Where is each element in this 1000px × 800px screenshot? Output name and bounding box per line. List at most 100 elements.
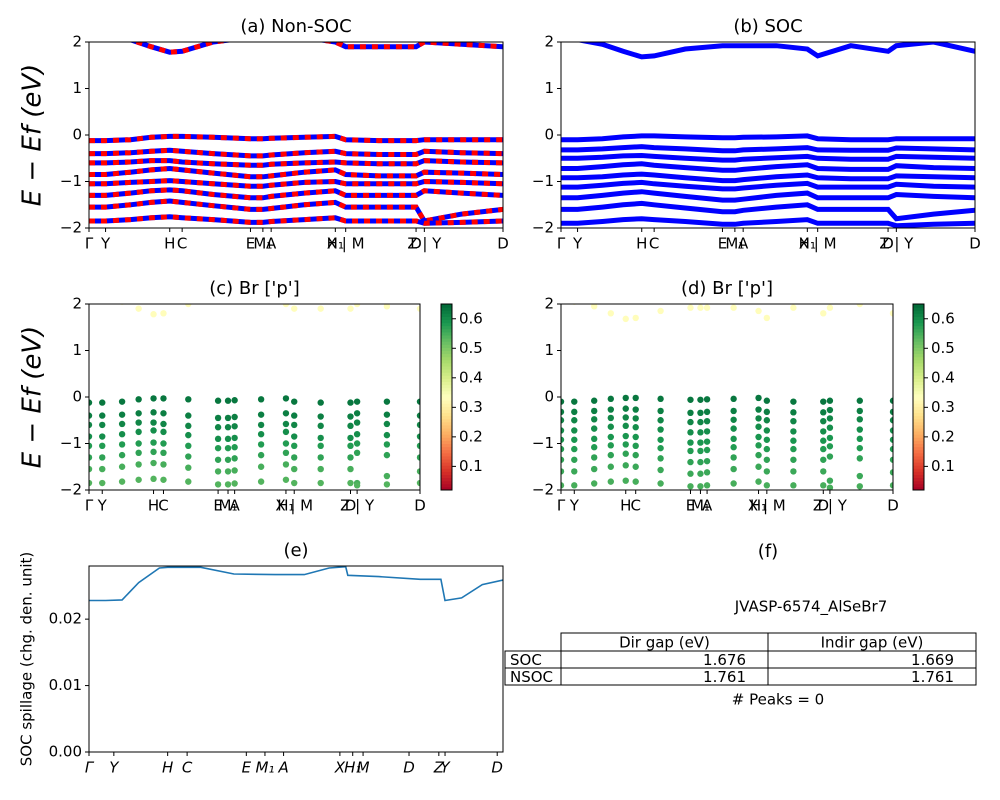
y-tick-label: 0 (544, 126, 554, 144)
band-point (160, 410, 167, 417)
colorbar-cell (441, 443, 452, 448)
band-point (763, 436, 771, 443)
x-tick-label: Γ (557, 235, 566, 253)
colorbar-cell (913, 307, 924, 311)
colorbar-cell (441, 393, 452, 398)
band-point (561, 456, 565, 463)
colorbar-cell (913, 437, 924, 441)
band-point (820, 428, 827, 435)
table-title: JVASP-6574_AlSeBr7 (734, 598, 888, 617)
colorbar-cell (441, 431, 452, 435)
band-point (347, 434, 354, 442)
colorbar-cell (913, 428, 924, 432)
band-point (561, 445, 565, 453)
band-point (697, 447, 704, 455)
band-point (622, 462, 629, 469)
colorbar-cell (913, 424, 924, 429)
band-point (826, 406, 834, 414)
x-tick-label: Y (440, 759, 451, 777)
band-point (820, 482, 827, 489)
band-point (347, 465, 354, 473)
x-tick-label: A (702, 497, 713, 515)
y-tick-label: 0.02 (49, 610, 82, 628)
band-point (657, 436, 664, 443)
band-point (889, 445, 893, 453)
colorbar-cell (441, 418, 452, 423)
colorbar-cell (913, 434, 924, 438)
y-tick-label: 0 (544, 388, 554, 406)
x-tick-label: M₁ (691, 497, 710, 515)
band-point (622, 394, 629, 402)
band-point (282, 428, 290, 436)
band-point (571, 398, 578, 405)
colorbar-cell (441, 486, 452, 491)
band-line (561, 171, 975, 184)
band-point (150, 409, 157, 416)
band-point (99, 421, 106, 429)
colorbar-cell (913, 421, 924, 426)
band-point (291, 412, 298, 419)
y-tick-label: −1 (532, 172, 554, 190)
x-tick-label: Γ (85, 497, 94, 515)
band-point (317, 465, 324, 473)
band-point (416, 412, 420, 419)
band-point (820, 456, 827, 463)
x-tick-label: E (686, 497, 695, 515)
colorbar-cell (441, 378, 452, 382)
band-point (416, 479, 420, 487)
band-line (89, 198, 503, 224)
band-point (282, 449, 290, 456)
band-point (856, 455, 863, 462)
band-point (591, 480, 598, 487)
band-point (687, 396, 694, 403)
band-point (99, 433, 106, 440)
x-tick-label: C (182, 759, 193, 777)
band-point (703, 428, 711, 435)
colorbar-cell (441, 403, 452, 407)
band-point (703, 408, 711, 416)
band-point (150, 395, 157, 402)
band-point (657, 417, 664, 424)
colorbar-cell (441, 362, 452, 367)
colorbar-cell (913, 480, 924, 485)
band-point (282, 461, 290, 468)
colorbar-tick-label: 0.4 (459, 368, 483, 386)
band-point (118, 431, 126, 438)
band-point (820, 445, 827, 453)
colorbar-cell (441, 387, 452, 392)
band-point (790, 482, 797, 489)
band-point (416, 468, 420, 475)
band-point (291, 305, 298, 312)
table-value: 1.669 (911, 651, 954, 669)
colorbar-cell (913, 393, 924, 398)
band-point (697, 304, 704, 311)
band-point (755, 463, 762, 470)
band-point (687, 470, 694, 477)
band-point (282, 410, 290, 417)
band-point (160, 420, 167, 428)
band-point (561, 468, 565, 475)
colorbar-cell (913, 415, 924, 420)
band-point (889, 482, 893, 489)
colorbar-tick-label: 0.6 (931, 309, 955, 327)
band-point (383, 304, 391, 310)
colorbar-frame (912, 303, 925, 491)
band-point (571, 482, 578, 489)
colorbar-cell (913, 325, 924, 330)
band-point (889, 469, 893, 476)
colorbar-cell (441, 452, 452, 457)
band-point (317, 399, 324, 406)
axes-frame (88, 303, 421, 491)
colorbar-cell (913, 384, 924, 389)
colorbar-cell (913, 372, 924, 376)
band-point (889, 397, 893, 404)
y-tick-label: 1 (544, 79, 554, 97)
band-point (632, 415, 639, 422)
band-point (657, 307, 664, 315)
column-header: Indir gap (eV) (821, 634, 924, 652)
x-tick-label: H₁ (750, 497, 767, 515)
band-point (571, 456, 578, 463)
colorbar-cell (913, 331, 924, 336)
axes-frame (560, 303, 894, 491)
x-tick-label: E (213, 497, 222, 515)
